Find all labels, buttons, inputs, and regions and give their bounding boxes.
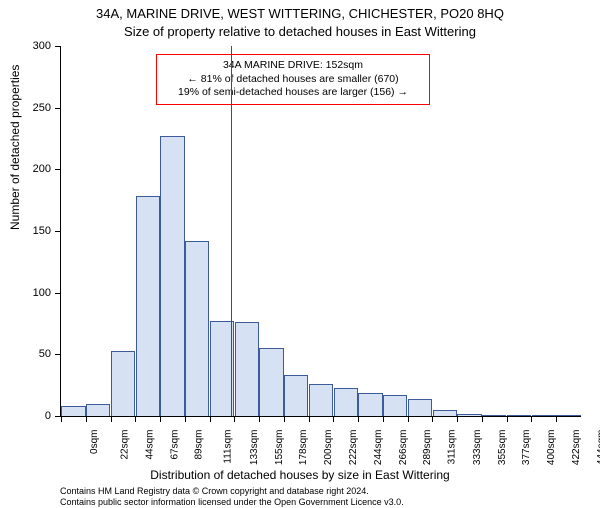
x-tick-label: 111sqm <box>223 430 234 464</box>
histogram-bar <box>507 415 531 416</box>
chart-subtitle: Size of property relative to detached ho… <box>0 24 600 39</box>
x-tick <box>160 416 161 422</box>
y-tick <box>55 293 61 294</box>
footer-line2: Contains public sector information licen… <box>60 497 404 508</box>
x-tick-label: 400sqm <box>546 430 557 466</box>
x-tick <box>284 416 285 422</box>
x-axis-label: Distribution of detached houses by size … <box>0 468 600 482</box>
annotation-line2: ← 81% of detached houses are smaller (67… <box>163 73 423 87</box>
x-tick <box>531 416 532 422</box>
histogram-bar <box>408 399 432 416</box>
x-tick <box>457 416 458 422</box>
y-tick <box>55 46 61 47</box>
histogram-bar <box>433 410 457 416</box>
annotation-box: 34A MARINE DRIVE: 152sqm ← 81% of detach… <box>156 54 430 105</box>
x-tick <box>482 416 483 422</box>
histogram-bar <box>284 375 308 416</box>
y-tick-label: 300 <box>11 40 51 52</box>
y-tick <box>55 108 61 109</box>
x-tick-label: 200sqm <box>323 430 334 466</box>
y-tick <box>55 354 61 355</box>
y-tick-label: 50 <box>11 348 51 360</box>
histogram-bar <box>61 406 85 416</box>
x-tick-label: 44sqm <box>144 430 155 460</box>
x-tick <box>111 416 112 422</box>
x-tick <box>408 416 409 422</box>
annotation-line3: 19% of semi-detached houses are larger (… <box>163 86 423 100</box>
x-tick-label: 422sqm <box>571 430 582 466</box>
x-tick-label: 266sqm <box>398 430 409 466</box>
plot-area: 34A MARINE DRIVE: 152sqm ← 81% of detach… <box>60 46 581 417</box>
histogram-bar <box>334 388 358 416</box>
x-tick-label: 155sqm <box>274 430 285 466</box>
x-tick-label: 355sqm <box>497 430 508 466</box>
y-tick <box>55 231 61 232</box>
x-tick-label: 377sqm <box>521 430 532 466</box>
x-tick-label: 244sqm <box>373 430 384 466</box>
x-tick <box>234 416 235 422</box>
histogram-bar <box>556 415 580 416</box>
x-tick <box>61 416 62 422</box>
x-tick <box>259 416 260 422</box>
y-tick-label: 200 <box>11 163 51 175</box>
x-tick-label: 133sqm <box>249 430 260 466</box>
histogram-bar <box>358 393 382 416</box>
chart-title-address: 34A, MARINE DRIVE, WEST WITTERING, CHICH… <box>0 6 600 21</box>
x-tick <box>309 416 310 422</box>
footer-line1: Contains HM Land Registry data © Crown c… <box>60 486 404 497</box>
histogram-bar <box>235 322 259 416</box>
x-tick-label: 333sqm <box>472 430 483 466</box>
x-tick-label: 289sqm <box>422 430 433 466</box>
y-tick-label: 100 <box>11 287 51 299</box>
y-tick-label: 250 <box>11 102 51 114</box>
histogram-bar <box>185 241 209 416</box>
x-tick-label: 67sqm <box>169 430 180 460</box>
histogram-bar <box>160 136 184 416</box>
histogram-bar <box>457 414 481 416</box>
reference-line <box>231 46 232 416</box>
histogram-bar <box>383 395 407 416</box>
y-tick-label: 0 <box>11 410 51 422</box>
annotation-line1: 34A MARINE DRIVE: 152sqm <box>163 59 423 73</box>
x-tick-label: 311sqm <box>446 430 457 465</box>
x-tick <box>383 416 384 422</box>
x-tick <box>432 416 433 422</box>
histogram-bar <box>111 351 135 416</box>
x-tick-label: 89sqm <box>194 430 205 460</box>
x-tick-label: 178sqm <box>299 430 310 466</box>
histogram-bar <box>136 196 160 416</box>
histogram-bar <box>259 348 283 416</box>
x-tick <box>556 416 557 422</box>
histogram-chart: 34A, MARINE DRIVE, WEST WITTERING, CHICH… <box>0 0 600 500</box>
histogram-bar <box>482 415 506 416</box>
y-tick-label: 150 <box>11 225 51 237</box>
x-tick-label: 222sqm <box>348 430 359 466</box>
x-tick-label: 444sqm <box>596 430 600 466</box>
x-tick-label: 22sqm <box>120 430 131 460</box>
x-tick <box>135 416 136 422</box>
histogram-bar <box>86 404 110 416</box>
x-tick <box>86 416 87 422</box>
y-tick <box>55 169 61 170</box>
footer-attribution: Contains HM Land Registry data © Crown c… <box>60 486 404 508</box>
histogram-bar <box>309 384 333 416</box>
x-tick <box>358 416 359 422</box>
x-tick <box>185 416 186 422</box>
x-tick-label: 0sqm <box>89 430 100 454</box>
histogram-bar <box>532 415 556 416</box>
x-tick <box>507 416 508 422</box>
y-axis-label: Number of detached properties <box>8 65 22 230</box>
x-tick <box>333 416 334 422</box>
x-tick <box>210 416 211 422</box>
